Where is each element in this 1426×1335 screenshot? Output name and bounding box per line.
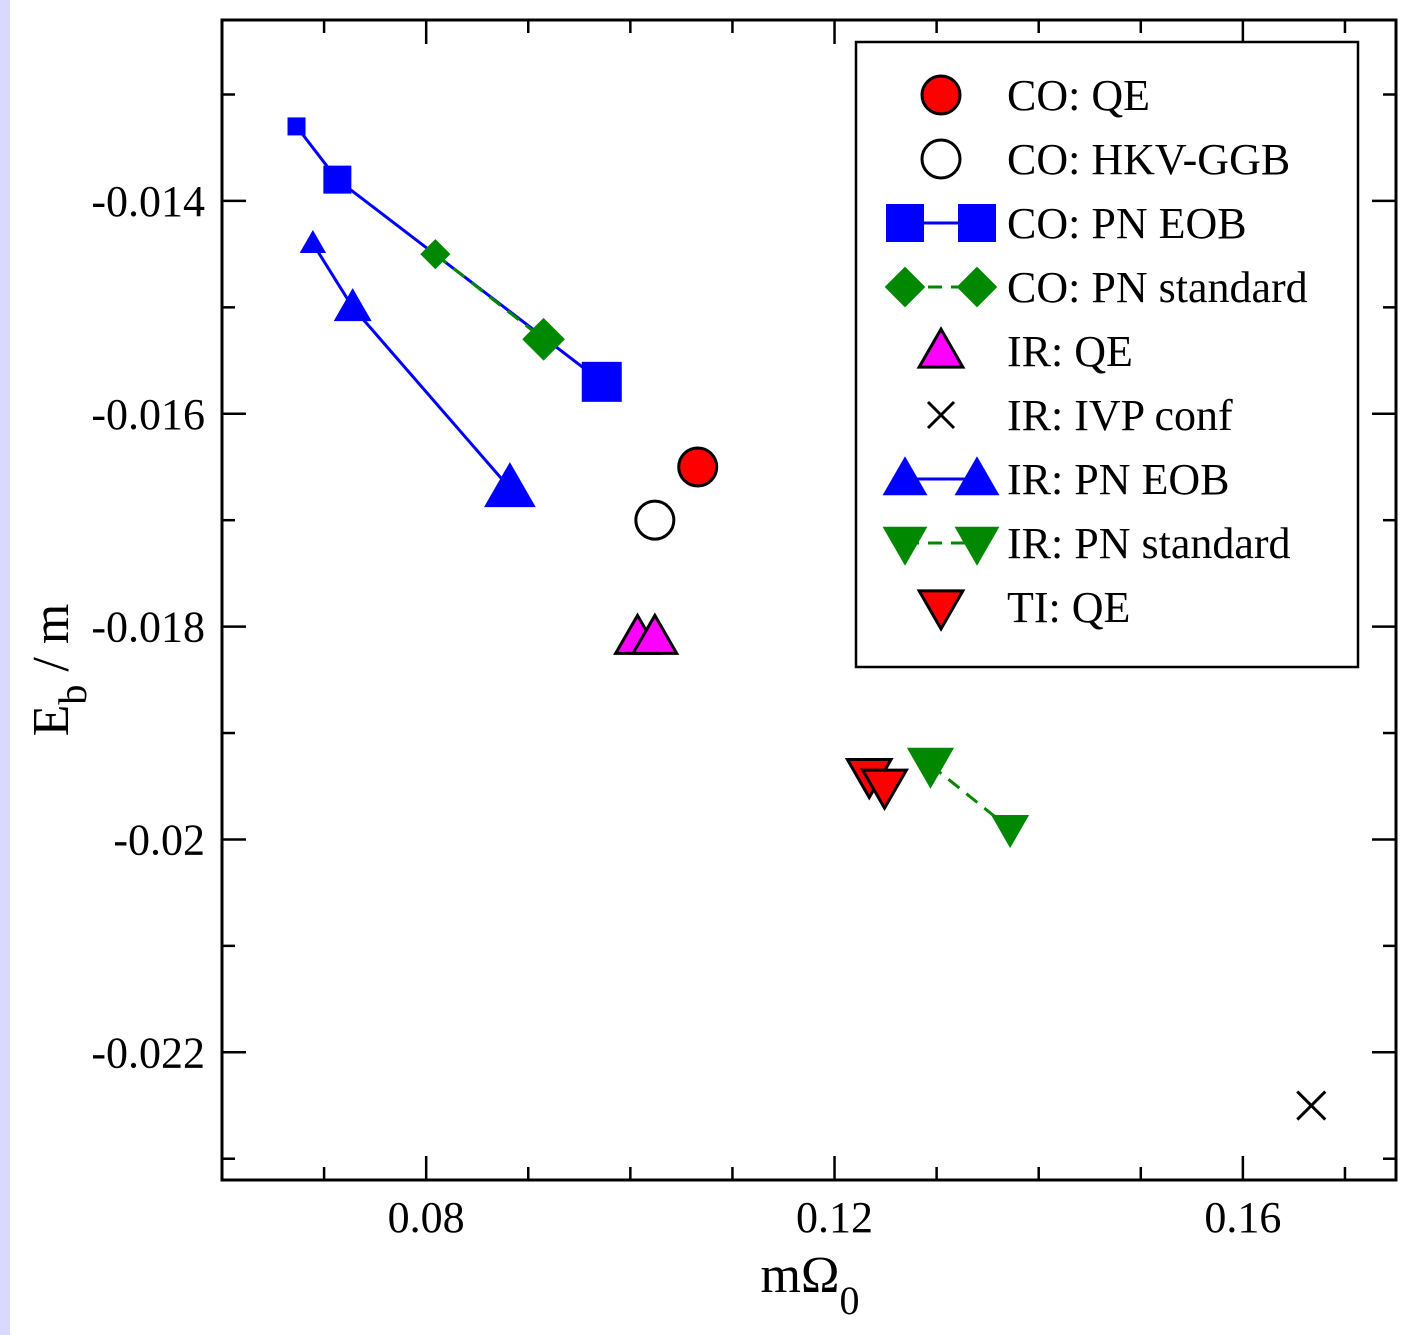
plot-frame (220, 18, 1398, 1182)
legend-entry: IR: IVP conf (926, 391, 1233, 440)
legend-label: TI: QE (1007, 583, 1130, 632)
legend-marker (916, 589, 966, 632)
series-7 (906, 747, 1030, 849)
legend-marker (882, 456, 928, 496)
legend-marker (954, 456, 1000, 496)
data-point (634, 499, 676, 541)
series-4 (613, 612, 680, 655)
legend-label: CO: QE (1007, 71, 1150, 120)
data-point (677, 446, 719, 488)
legend-entry: CO: QE (920, 71, 1150, 120)
series-5 (1296, 1090, 1327, 1121)
data-point (860, 768, 909, 812)
legend-marker (926, 400, 956, 430)
legend-label: CO: PN EOB (1007, 199, 1247, 248)
x-tick-label: 0.08 (388, 1193, 465, 1242)
legend-entry: CO: PN EOB (886, 199, 1247, 248)
series-3 (420, 239, 565, 361)
legend-marker (884, 266, 926, 308)
chart-canvas: 0.08 0.12 0.16 -0.014 -0.016 -0.018 -0.02 -0.02… (10, 0, 1426, 1335)
series-0 (677, 446, 719, 488)
legend-marker (920, 74, 962, 116)
legend-marker (956, 266, 998, 308)
data-point (906, 747, 955, 789)
legend-label: CO: HKV-GGB (1007, 135, 1290, 184)
scatter-chart: 0.08 0.12 0.16 -0.014 -0.016 -0.018 -0.02 -0.02… (23, 18, 1398, 1323)
legend-label: IR: IVP conf (1007, 391, 1233, 440)
data-point (420, 239, 451, 270)
series-8 (844, 757, 909, 812)
series-line (929, 763, 1012, 830)
legend-entry: IR: PN standard (882, 519, 1291, 568)
x-tick-label: 0.12 (796, 1193, 873, 1242)
legend-entry: CO: HKV-GGB (920, 135, 1290, 184)
legend-entry: CO: PN standard (884, 263, 1308, 312)
data-point (323, 165, 352, 194)
data-point (581, 361, 622, 402)
data-layer (287, 117, 1327, 1121)
series-6 (299, 229, 536, 508)
y-tick-label: -0.016 (91, 390, 205, 439)
legend-label: CO: PN standard (1007, 263, 1308, 312)
data-point (333, 288, 372, 322)
x-axis-label: mΩ0 (760, 1247, 859, 1323)
series-line (311, 242, 512, 490)
series-2 (287, 117, 622, 402)
x-tick-label: 0.16 (1204, 1193, 1281, 1242)
data-point (299, 229, 327, 253)
axis-ticks: 0.08 0.12 0.16 -0.014 -0.016 -0.018 -0.02 -0.02… (91, 20, 1396, 1242)
data-point (484, 462, 536, 508)
series-1 (634, 499, 676, 541)
cross-stroke (926, 400, 956, 430)
data-point (522, 317, 565, 361)
data-point (991, 815, 1030, 849)
data-point (287, 117, 306, 136)
legend-marker (882, 526, 928, 566)
legend-entry: IR: QE (916, 326, 1133, 376)
legend-entry: IR: PN EOB (882, 455, 1229, 504)
legend-label: IR: PN EOB (1007, 455, 1229, 504)
y-tick-label: -0.018 (91, 603, 205, 652)
legend-marker (886, 204, 924, 242)
legend-marker (958, 204, 996, 242)
legend: CO: QE CO: HKV-GGB CO: PN EOB CO: PN standa… (854, 40, 1360, 669)
legend-marker (916, 326, 966, 369)
cross-stroke (1296, 1090, 1327, 1121)
legend-entry: TI: QE (916, 583, 1130, 632)
y-tick-label: -0.014 (91, 177, 205, 226)
legend-marker (920, 138, 962, 180)
y-axis-label: Eb / m (23, 604, 95, 737)
legend-label: IR: QE (1007, 327, 1133, 376)
data-point (1296, 1090, 1327, 1121)
legend-marker (954, 526, 1000, 566)
data-point (630, 612, 680, 655)
y-tick-label: -0.02 (113, 815, 205, 864)
legend-label: IR: PN standard (1007, 519, 1291, 568)
y-tick-label: -0.022 (91, 1028, 205, 1077)
